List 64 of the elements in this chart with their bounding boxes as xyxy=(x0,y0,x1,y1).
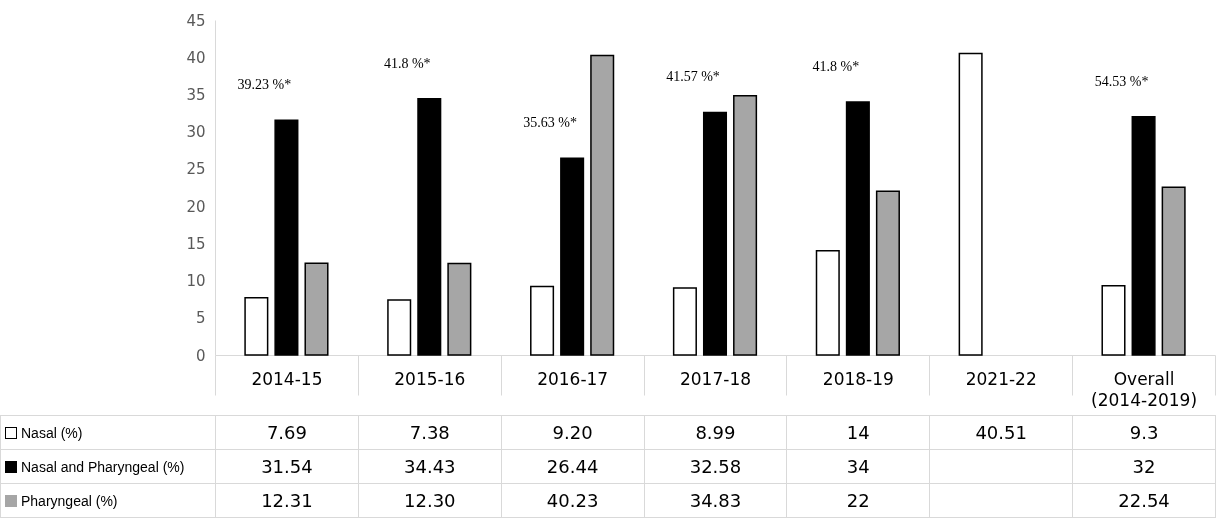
data-label: 9.3 xyxy=(1072,415,1216,450)
y-tick-label: 30 xyxy=(186,123,206,142)
y-tick-label: 5 xyxy=(195,309,206,328)
annotation: 35.63 %* xyxy=(523,115,577,131)
data-label: 40.23 xyxy=(501,483,645,518)
x-tick-label: 2014-15 xyxy=(251,368,323,389)
y-tick-label: 45 xyxy=(186,11,206,30)
x-tick-label: Overall (2014-2019) xyxy=(1091,368,1198,410)
bar xyxy=(733,94,758,356)
y-tick-label: 40 xyxy=(186,48,206,67)
bar xyxy=(244,297,269,356)
x-tick-label: 2016-17 xyxy=(537,368,609,389)
bar xyxy=(1131,116,1156,356)
data-label: 22 xyxy=(786,483,930,518)
x-tick-label: 2018-19 xyxy=(822,368,894,389)
bar xyxy=(672,287,697,356)
bar xyxy=(1101,285,1126,356)
bar xyxy=(845,101,870,356)
annotation: 54.53 %* xyxy=(1094,73,1149,89)
y-tick-label: 0 xyxy=(195,346,206,365)
bar xyxy=(590,54,615,356)
data-label: 26.44 xyxy=(501,449,645,484)
bar xyxy=(560,157,585,356)
data-label: 34.43 xyxy=(358,449,502,484)
bar xyxy=(1161,186,1186,356)
data-label: 12.30 xyxy=(358,483,502,518)
legend-label: Nasal (%) xyxy=(0,415,216,450)
data-label: 14 xyxy=(786,415,930,450)
legend-label: Nasal and Pharyngeal (%) xyxy=(0,449,216,484)
data-label: 7.69 xyxy=(215,415,359,450)
y-tick-label: 35 xyxy=(186,85,206,104)
bar xyxy=(875,190,900,356)
bar xyxy=(387,299,412,356)
bar xyxy=(417,97,442,356)
data-label: 12.31 xyxy=(215,483,359,518)
data-label: 9.20 xyxy=(501,415,645,450)
data-label: 22.54 xyxy=(1072,483,1216,518)
bar xyxy=(815,250,840,356)
data-label: 32.58 xyxy=(644,449,787,484)
bar xyxy=(702,111,728,356)
y-tick-label: 10 xyxy=(186,272,206,291)
x-tick-label: 2021-22 xyxy=(965,368,1037,389)
data-label: 8.99 xyxy=(644,415,787,450)
data-label: 7.38 xyxy=(358,415,502,450)
y-tick-label: 20 xyxy=(186,197,206,216)
y-tick-label: 15 xyxy=(186,234,206,253)
annotation: 41.57 %* xyxy=(666,69,720,85)
bar xyxy=(530,285,555,356)
bar xyxy=(274,119,299,356)
data-label: 40.51 xyxy=(929,415,1073,450)
annotation: 41.8 %* xyxy=(383,55,431,71)
annotation: 41.8 %* xyxy=(812,58,860,74)
x-tick-label: 2015-16 xyxy=(394,368,466,389)
x-tick-label: 2017-18 xyxy=(679,368,752,389)
data-label: 31.54 xyxy=(215,449,359,484)
data-label: 32 xyxy=(1072,449,1216,484)
data-label: 34 xyxy=(786,449,930,484)
bar xyxy=(304,262,329,356)
data-label: 34.83 xyxy=(644,483,787,518)
y-tick-label: 25 xyxy=(186,160,206,179)
bar xyxy=(958,52,983,356)
bar xyxy=(447,262,472,356)
annotation: 39.23 %* xyxy=(237,77,292,93)
legend-label: Pharyngeal (%) xyxy=(0,483,216,518)
